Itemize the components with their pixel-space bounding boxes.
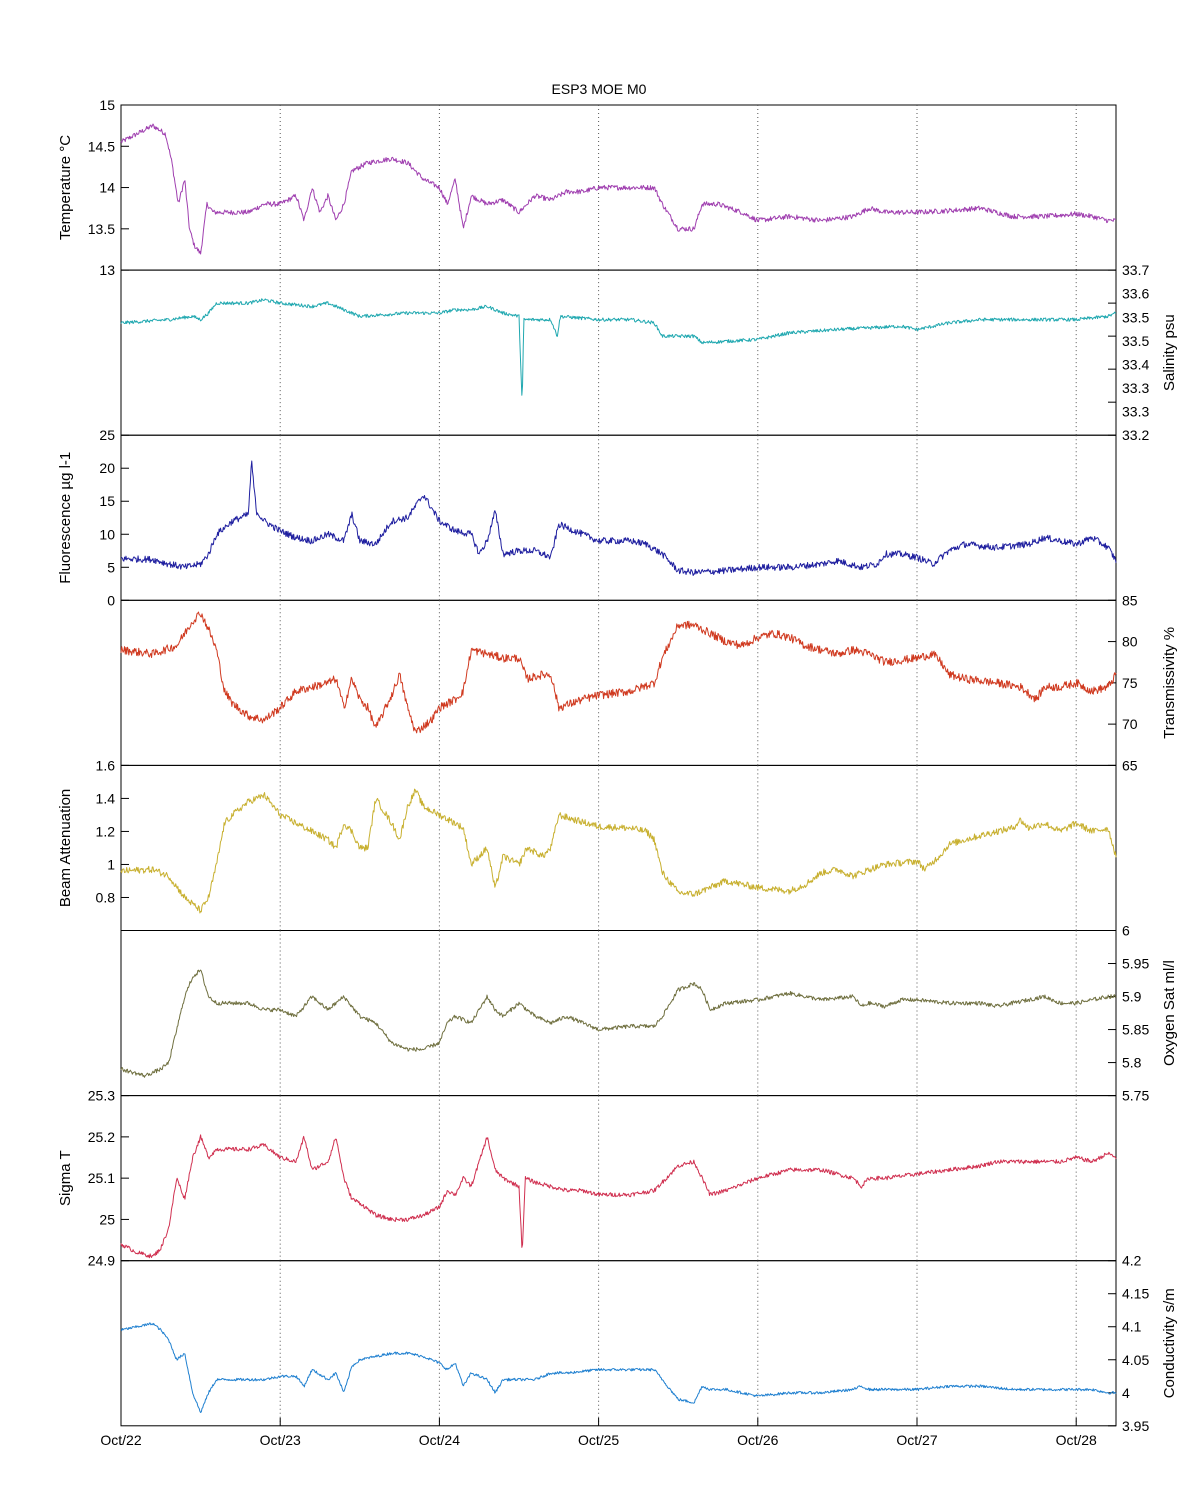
panel-temperature: 13 13.5 14 14.5 15 Temperature °C [57, 97, 1117, 278]
y-tick-label: 14 [99, 180, 115, 196]
y-tick-label: 25.2 [88, 1129, 115, 1145]
series-line-sigma-t [120, 1134, 1117, 1259]
panel-frame [120, 1260, 1117, 1427]
panel-conductivity: 3.95 4 4.05 4.1 4.15 4.2 Conductivity s/m [120, 1253, 1178, 1434]
y-tick-label: 10 [99, 526, 115, 542]
y-tick-label: 33.7 [1122, 262, 1149, 278]
y-tick-label: 4 [1122, 1385, 1130, 1401]
panel-oxygen-saturation: 5.75 5.8 5.85 5.9 5.95 6 Oxygen Sat ml/l [120, 923, 1178, 1104]
y-tick-label: 13 [99, 262, 115, 278]
axis-label-sigma-t: Sigma T [57, 1150, 74, 1206]
y-tick-label: 1.2 [96, 823, 116, 839]
series-line-oxygen-saturation [120, 969, 1117, 1078]
y-tick-label: 4.05 [1122, 1352, 1149, 1368]
panel-frame [120, 930, 1117, 1097]
panel-beam-attenuation: 0.8 1 1.2 1.4 1.6 Beam Attenuation [57, 757, 1117, 932]
y-tick-label: 5.85 [1122, 1022, 1149, 1038]
x-tick-label: Oct/25 [578, 1432, 619, 1448]
axis-label-fluorescence: Fluorescence µg l-1 [57, 452, 74, 584]
series-line-fluorescence [120, 460, 1117, 577]
panel-frame [120, 269, 1117, 436]
x-tick-label: Oct/22 [100, 1432, 141, 1448]
x-tick-label: Oct/26 [737, 1432, 778, 1448]
y-tick-label: 1.4 [96, 790, 116, 806]
y-tick-label: 4.1 [1122, 1319, 1142, 1335]
y-tick-label: 5.9 [1122, 989, 1142, 1005]
y-tick-label: 33.5 [1122, 309, 1149, 325]
y-tick-label: 13.5 [88, 221, 115, 237]
y-tick-label: 0.8 [96, 889, 116, 905]
panel-frame [120, 1095, 1117, 1262]
y-tick-label: 6 [1122, 923, 1130, 939]
panel-sigma-t: 24.9 25 25.1 25.2 25.3 Sigma T [57, 1088, 1117, 1269]
y-tick-label: 70 [1122, 716, 1138, 732]
x-tick-label: Oct/24 [419, 1432, 460, 1448]
axis-label-beam-attenuation: Beam Attenuation [57, 789, 74, 907]
series-line-transmissivity [120, 611, 1117, 734]
y-tick-label: 25.1 [88, 1170, 115, 1186]
x-tick-label: Oct/27 [896, 1432, 937, 1448]
y-tick-label: 1 [107, 856, 115, 872]
y-tick-label: 1.6 [96, 757, 116, 773]
y-tick-label: 33.2 [1122, 427, 1149, 443]
panel-frame [120, 434, 1117, 601]
y-tick-label: 33.5 [1122, 333, 1149, 349]
axis-label-conductivity: Conductivity s/m [1161, 1288, 1178, 1398]
y-tick-label: 65 [1122, 757, 1138, 773]
series-line-beam-attenuation [120, 788, 1117, 914]
y-tick-label: 33.3 [1122, 380, 1149, 396]
y-tick-label: 85 [1122, 592, 1138, 608]
y-tick-label: 25.3 [88, 1088, 115, 1104]
y-tick-label: 15 [99, 97, 115, 113]
y-tick-label: 25 [99, 1211, 115, 1227]
y-tick-label: 15 [99, 493, 115, 509]
panel-frame [120, 599, 1117, 766]
y-tick-label: 75 [1122, 675, 1138, 691]
axis-label-temperature: Temperature °C [57, 135, 74, 240]
y-tick-label: 25 [99, 427, 115, 443]
panel-salinity: 33.2 33.3 33.3 33.4 33.5 33.5 33.6 33.7 Salinity… [120, 262, 1178, 443]
y-tick-label: 33.4 [1122, 356, 1149, 372]
y-tick-label: 5.95 [1122, 956, 1149, 972]
y-tick-label: 33.3 [1122, 404, 1149, 420]
series-line-temperature [120, 123, 1117, 255]
x-tick-label: Oct/23 [260, 1432, 301, 1448]
y-tick-label: 5 [107, 559, 115, 575]
y-tick-label: 5.8 [1122, 1055, 1142, 1071]
x-axis-ticks: Oct/22 Oct/23 Oct/24 Oct/25 Oct/26 Oct/27 Oct/… [100, 1417, 1097, 1448]
axis-label-transmissivity: Transmissivity % [1161, 627, 1178, 739]
x-tick-label: Oct/28 [1056, 1432, 1097, 1448]
y-tick-label: 14.5 [88, 138, 115, 154]
chart-title: ESP3 MOE M0 [552, 81, 647, 97]
series-line-salinity [120, 298, 1117, 396]
y-tick-label: 80 [1122, 634, 1138, 650]
y-tick-label: 0 [107, 592, 115, 608]
y-tick-label: 4.15 [1122, 1286, 1149, 1302]
y-tick-label: 3.95 [1122, 1418, 1149, 1434]
panel-frame [120, 764, 1117, 932]
y-tick-label: 5.75 [1122, 1088, 1149, 1104]
axis-label-oxygen-saturation: Oxygen Sat ml/l [1161, 960, 1178, 1066]
series-line-conductivity [120, 1322, 1117, 1413]
panel-frame [120, 104, 1117, 271]
panel-fluorescence: 0 5 10 15 20 25 Fluorescence µg l-1 [57, 427, 1117, 608]
y-tick-label: 4.2 [1122, 1253, 1142, 1269]
y-tick-label: 33.6 [1122, 286, 1149, 302]
y-tick-label: 20 [99, 460, 115, 476]
axis-label-salinity: Salinity psu [1161, 314, 1178, 391]
y-tick-label: 24.9 [88, 1253, 115, 1269]
panel-transmissivity: 65 70 75 80 85 Transmissivity % [120, 592, 1178, 773]
